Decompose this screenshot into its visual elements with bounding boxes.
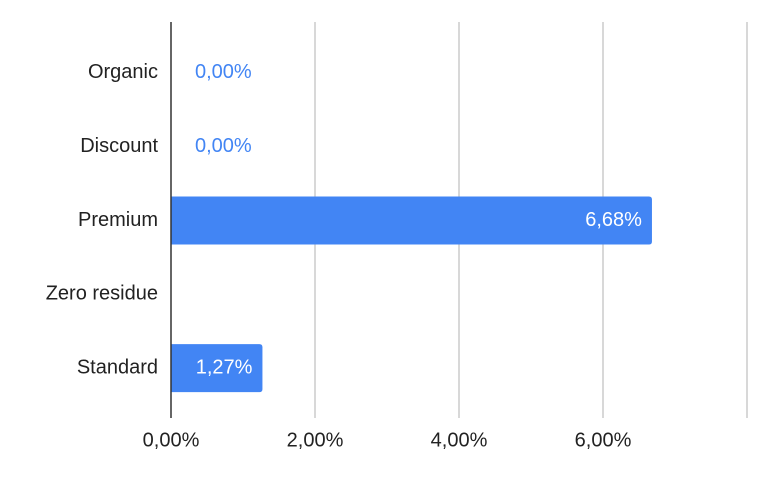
y-tick-label: Standard	[77, 356, 158, 378]
data-label: 0,00%	[195, 135, 252, 157]
data-label: 0,00%	[195, 61, 252, 83]
bar	[171, 196, 652, 245]
bar	[171, 344, 263, 393]
data-label: 6,68%	[585, 209, 642, 231]
y-tick-label: Premium	[78, 209, 158, 231]
y-tick-label: Organic	[88, 61, 158, 83]
y-tick-label: Discount	[80, 135, 158, 157]
x-tick-label: 0,00%	[143, 429, 200, 451]
y-tick-label: Zero residue	[46, 283, 158, 305]
x-tick-label: 2,00%	[287, 429, 344, 451]
data-label: 1,27%	[196, 356, 253, 378]
x-tick-label: 6,00%	[575, 429, 632, 451]
x-tick-label: 4,00%	[431, 429, 488, 451]
